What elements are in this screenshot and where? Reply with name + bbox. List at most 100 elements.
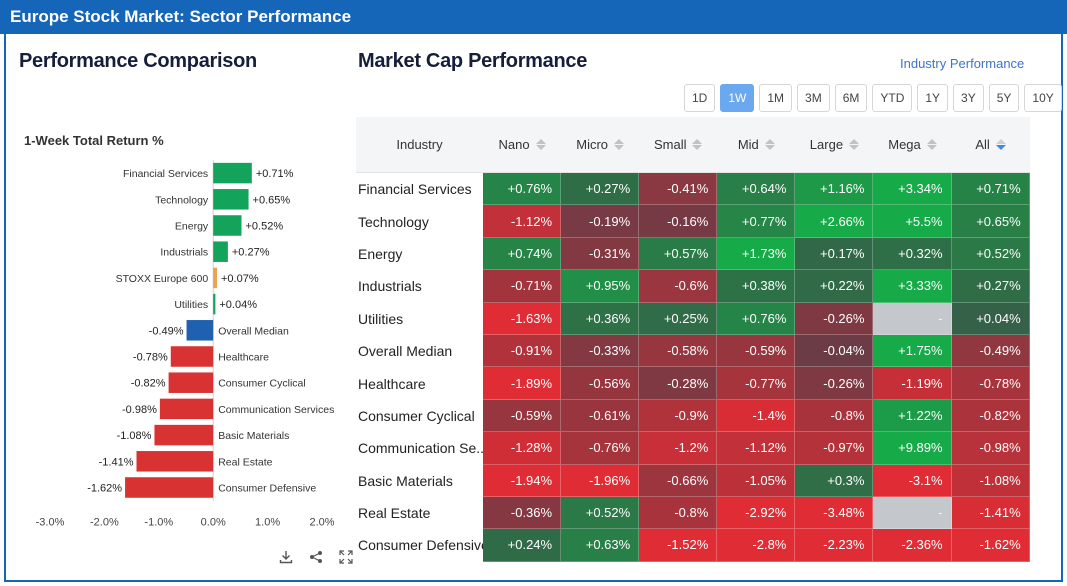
sort-icon[interactable]: [995, 139, 1006, 150]
value-label: -0.98%: [122, 404, 157, 416]
sort-icon[interactable]: [692, 139, 703, 150]
performance-cell-large: -0.26%: [795, 302, 874, 335]
download-icon[interactable]: [278, 549, 294, 565]
value-label: -0.82%: [131, 378, 166, 390]
chart-toolbar: [278, 549, 354, 565]
performance-cell-mega: -1.19%: [873, 367, 952, 400]
column-header-nano[interactable]: Nano: [483, 117, 561, 172]
performance-cell-all: -1.62%: [951, 529, 1030, 562]
performance-cell-nano: +0.76%: [483, 173, 562, 206]
table-row[interactable]: Energy +0.74% -0.31% +0.57% +1.73% +0.17% +0.3…: [356, 237, 1030, 271]
table-row[interactable]: Financial Services +0.76% +0.27% -0.41% +0.6…: [356, 173, 1030, 206]
table-row[interactable]: Industrials -0.71% +0.95% -0.6% +0.38% +0.22%…: [356, 270, 1030, 303]
period-1d-button[interactable]: 1D: [684, 84, 716, 112]
industry-name: Real Estate: [356, 496, 483, 530]
table-row[interactable]: Utilities -1.63% +0.36% +0.25% +0.76% -0.26% -…: [356, 302, 1030, 335]
industry-performance-link[interactable]: Industry Performance: [900, 56, 1025, 71]
column-header-all[interactable]: All: [952, 117, 1030, 172]
period-3m-button[interactable]: 3M: [797, 84, 830, 112]
table-header: Industry Nano Micro Small Mid Large Mega All: [356, 117, 1030, 173]
sort-icon[interactable]: [764, 139, 775, 150]
performance-cell-mega: -3.1%: [873, 464, 952, 497]
column-header-mega[interactable]: Mega: [873, 117, 951, 172]
performance-cell-mega: +1.75%: [873, 334, 952, 368]
market-cap-table: Industry Nano Micro Small Mid Large Mega All Fi…: [356, 117, 1030, 562]
table-row[interactable]: Healthcare -1.89% -0.56% -0.28% -0.77% -0.26%…: [356, 367, 1030, 400]
table-row[interactable]: Overall Median -0.91% -0.33% -0.58% -0.59% -0…: [356, 334, 1030, 368]
performance-cell-micro: +0.63%: [561, 529, 640, 562]
performance-cell-micro: -0.61%: [561, 399, 640, 433]
x-tick-label: 0.0%: [201, 517, 226, 529]
period-1w-button[interactable]: 1W: [720, 84, 755, 112]
column-header-large[interactable]: Large: [795, 117, 873, 172]
category-label: Financial Services: [123, 168, 208, 180]
period-6m-button[interactable]: 6M: [834, 84, 868, 112]
period-ytd-button[interactable]: YTD: [872, 84, 913, 112]
performance-cell-nano: -1.89%: [483, 367, 562, 400]
sort-icon[interactable]: [926, 139, 937, 150]
value-label: +0.65%: [253, 194, 291, 206]
x-tick-label: -3.0%: [36, 517, 65, 529]
market-cap-title: Market Cap Performance: [358, 50, 588, 72]
performance-cell-large: +1.16%: [795, 173, 874, 206]
table-row[interactable]: Consumer Defensive +0.24% +0.63% -1.52% -2.8…: [356, 529, 1030, 562]
performance-cell-all: +0.71%: [951, 173, 1030, 206]
period-1m-button[interactable]: 1M: [759, 84, 793, 112]
performance-cell-small: +0.25%: [639, 302, 718, 335]
performance-cell-mid: +0.76%: [717, 302, 796, 335]
performance-cell-micro: +0.95%: [561, 270, 640, 303]
performance-cell-nano: -1.12%: [483, 205, 562, 238]
performance-cell-all: -0.98%: [951, 432, 1030, 465]
performance-cell-small: -0.6%: [639, 270, 718, 303]
performance-cell-nano: -1.28%: [483, 432, 562, 465]
bar-consumer-defensive: [125, 477, 214, 498]
performance-cell-large: +0.17%: [795, 237, 874, 271]
column-header-small[interactable]: Small: [639, 117, 717, 172]
performance-cell-nano: -0.36%: [483, 496, 562, 530]
category-label: Overall Median: [218, 325, 289, 337]
performance-cell-large: +2.66%: [795, 205, 874, 238]
category-label: Utilities: [174, 299, 208, 311]
performance-cell-nano: -1.63%: [483, 302, 562, 335]
value-label: +0.04%: [219, 299, 257, 311]
column-header-industry[interactable]: Industry: [356, 117, 483, 172]
table-row[interactable]: Communication Se... -1.28% -0.76% -1.2% -1.1…: [356, 432, 1030, 465]
bar-utilities: [213, 293, 216, 315]
period-10y-button[interactable]: 10Y: [1024, 84, 1062, 112]
sort-icon[interactable]: [849, 139, 860, 150]
performance-cell-large: -0.04%: [795, 334, 874, 368]
category-label: Technology: [155, 194, 209, 206]
performance-cell-micro: -0.19%: [561, 205, 640, 238]
category-label: STOXX Europe 600: [116, 273, 209, 285]
performance-cell-micro: -0.33%: [561, 334, 640, 368]
table-row[interactable]: Technology -1.12% -0.19% -0.16% +0.77% +2.66%…: [356, 205, 1030, 238]
performance-cell-large: -3.48%: [795, 496, 874, 530]
page-title: Europe Stock Market: Sector Performance: [10, 7, 352, 26]
x-tick-label: -1.0%: [144, 517, 173, 529]
value-label: -1.41%: [99, 456, 134, 468]
sort-icon[interactable]: [535, 139, 546, 150]
value-label: -0.78%: [133, 352, 168, 364]
bar-real-estate: [136, 451, 214, 472]
share-icon[interactable]: [308, 549, 324, 565]
table-row[interactable]: Consumer Cyclical -0.59% -0.61% -0.9% -1.4% -…: [356, 399, 1030, 433]
column-header-label: Mid: [737, 137, 759, 152]
column-header-label: All: [975, 137, 990, 152]
table-row[interactable]: Real Estate -0.36% +0.52% -0.8% -2.92% -3.48%…: [356, 496, 1030, 530]
column-header-micro[interactable]: Micro: [561, 117, 639, 172]
performance-cell-micro: -0.76%: [561, 432, 640, 465]
sort-icon[interactable]: [614, 139, 625, 150]
category-label: Basic Materials: [218, 430, 289, 442]
sector-return-bar-chart: Financial Services +0.71% Technology +0.65%…: [36, 160, 335, 529]
column-header-mid[interactable]: Mid: [717, 117, 795, 172]
category-label: Industrials: [160, 247, 208, 259]
period-1y-button[interactable]: 1Y: [917, 84, 949, 112]
performance-cell-nano: -0.71%: [483, 270, 562, 303]
column-header-label: Large: [809, 137, 844, 152]
period-3y-button[interactable]: 3Y: [953, 84, 984, 112]
performance-cell-small: -0.41%: [639, 173, 718, 206]
period-5y-button[interactable]: 5Y: [988, 84, 1020, 112]
table-row[interactable]: Basic Materials -1.94% -1.96% -0.66% -1.05% +…: [356, 464, 1030, 497]
fullscreen-icon[interactable]: [338, 549, 354, 565]
industry-name: Overall Median: [356, 334, 483, 368]
